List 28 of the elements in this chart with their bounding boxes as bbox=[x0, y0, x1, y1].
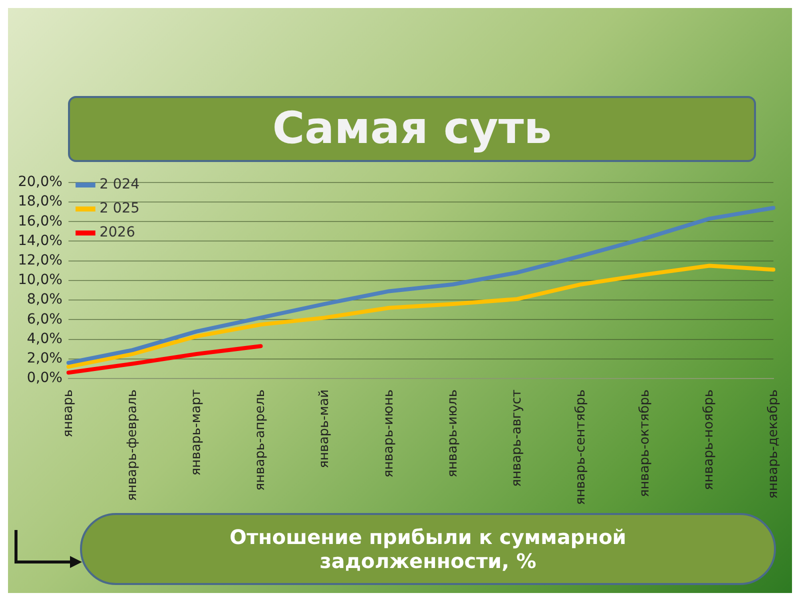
y-tick-label: 8,0% bbox=[26, 292, 62, 308]
y-tick-label: 0,0% bbox=[26, 370, 62, 386]
legend-label: 2026 bbox=[99, 224, 136, 241]
x-tick-label: январь-июль bbox=[445, 389, 460, 478]
y-tick-label: 16,0% bbox=[18, 213, 62, 230]
x-tick-label: январь-декабрь bbox=[766, 389, 781, 499]
y-tick-label: 20,0% bbox=[18, 174, 62, 190]
y-tick-label: 18,0% bbox=[18, 194, 62, 210]
x-tick-label: январь-сентябрь bbox=[574, 389, 589, 506]
x-tick-label: январь bbox=[60, 389, 76, 438]
chart-title: Самая суть bbox=[68, 96, 756, 162]
y-tick-label: 4,0% bbox=[26, 330, 62, 347]
legend-label: 2 024 bbox=[99, 176, 140, 193]
x-tick-label: январь-июнь bbox=[381, 389, 396, 478]
y-tick-label: 2,0% bbox=[26, 350, 62, 367]
x-tick-label: январь-октябрь bbox=[638, 389, 653, 498]
x-tick-label: январь-ноябрь bbox=[702, 389, 717, 490]
text: Отношение прибыли к суммарной задолженности, % bbox=[80, 513, 776, 585]
x-tick-label: январь-май bbox=[317, 389, 332, 468]
x-tick-label: январь-март bbox=[189, 389, 204, 476]
x-tick-label: январь-август bbox=[509, 389, 524, 487]
x-tick-label: январь-апрель bbox=[253, 389, 268, 491]
y-tick-label: 6,0% bbox=[26, 311, 62, 328]
y-tick-label: 14,0% bbox=[18, 232, 62, 249]
y-tick-label: 12,0% bbox=[18, 252, 62, 268]
y-tick-label: 10,0% bbox=[18, 272, 62, 288]
x-tick-label: январь-февраль bbox=[124, 389, 140, 501]
legend-label: 2 025 bbox=[99, 200, 140, 217]
